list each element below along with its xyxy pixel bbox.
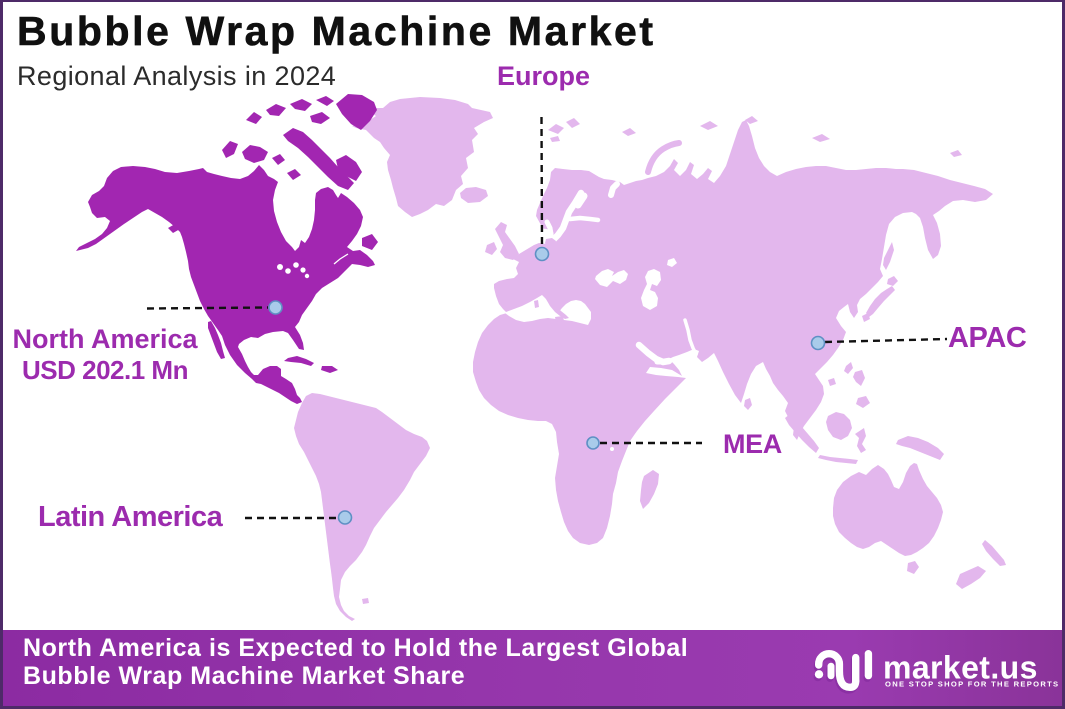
svg-text:market.us: market.us	[883, 650, 1038, 686]
svg-text:ONE STOP SHOP FOR THE REPORTS: ONE STOP SHOP FOR THE REPORTS	[885, 680, 1059, 689]
